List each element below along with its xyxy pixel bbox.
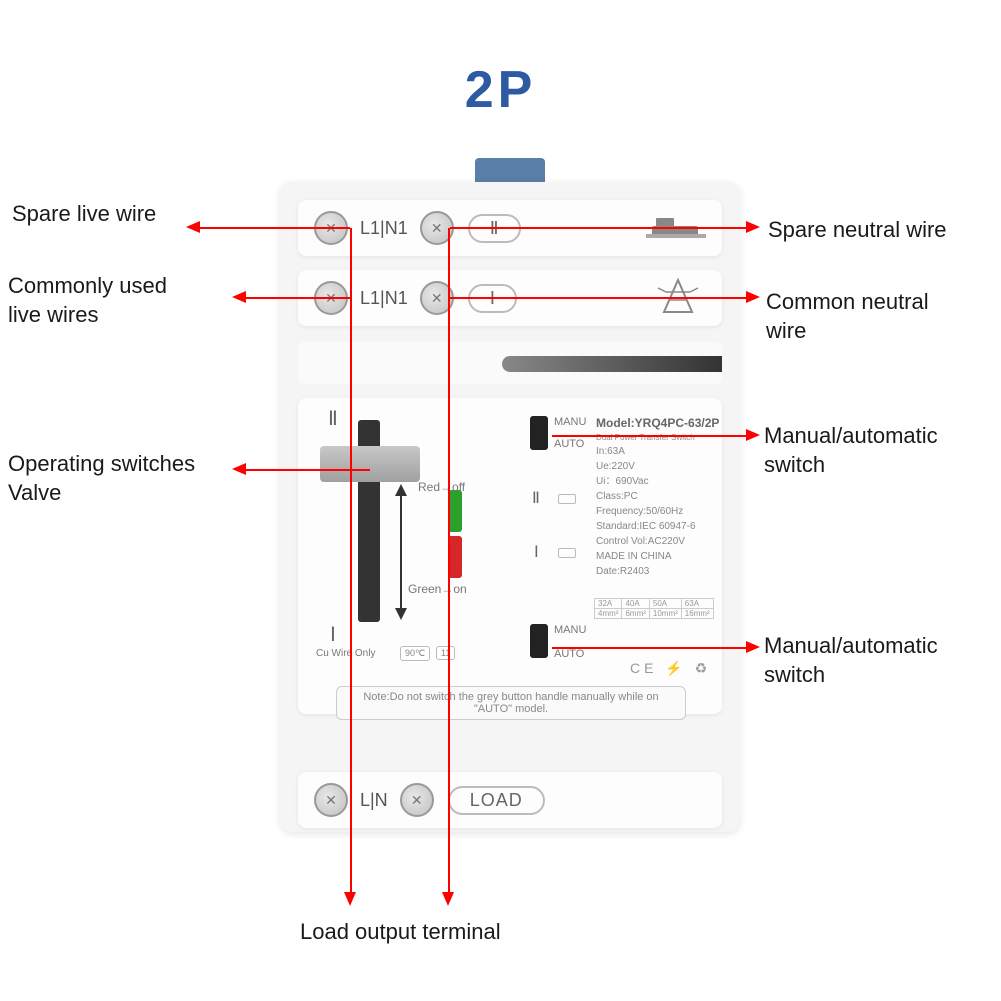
model-value: YRQ4PC-63/2P bbox=[635, 416, 720, 430]
spec-led bbox=[558, 494, 576, 504]
green-label: Green→on bbox=[408, 582, 467, 596]
guide-line bbox=[350, 228, 352, 806]
arrow-head-icon bbox=[746, 291, 760, 303]
arrow-head-icon bbox=[232, 463, 246, 475]
arrow bbox=[552, 435, 746, 437]
manu-label: MANU bbox=[554, 624, 586, 636]
spec-panel: Model:YRQ4PC-63/2P Dual Power Transfer S… bbox=[596, 414, 726, 579]
indicator-green bbox=[448, 490, 462, 532]
callout-manu-bot: Manual/automatic switch bbox=[764, 632, 938, 689]
spec-pos-2: Ⅱ bbox=[532, 488, 540, 508]
range-arrow-icon bbox=[400, 486, 402, 618]
spec-line: In:63A bbox=[596, 444, 726, 459]
arrow bbox=[246, 297, 350, 299]
spec-led bbox=[558, 548, 576, 558]
terminal-row-load: L|N LOAD bbox=[298, 772, 722, 828]
arrow bbox=[200, 227, 350, 229]
callout-operating: Operating switches Valve bbox=[8, 450, 195, 507]
arrow-head-icon bbox=[746, 221, 760, 233]
manu-auto-switch-top[interactable] bbox=[530, 416, 548, 450]
arrow-head-icon bbox=[746, 641, 760, 653]
auto-label: AUTO bbox=[554, 648, 584, 660]
arrow-head-icon bbox=[344, 892, 356, 906]
spec-line: Frequency:50/60Hz bbox=[596, 504, 726, 519]
arrow-head-icon bbox=[186, 221, 200, 233]
spec-line: Standard:IEC 60947-6 bbox=[596, 519, 726, 534]
load-pill: LOAD bbox=[448, 786, 545, 815]
auto-label: AUTO bbox=[554, 438, 584, 450]
terminal-label: L|N bbox=[360, 790, 388, 811]
arrow bbox=[450, 297, 746, 299]
position-label-2: Ⅱ bbox=[328, 406, 338, 431]
wire-spec-table: 32A40A50A63A 4mm²6mm²10mm²16mm² bbox=[594, 598, 714, 619]
guide-line bbox=[448, 228, 450, 806]
screw-icon bbox=[314, 783, 348, 817]
page-title: 2P bbox=[465, 60, 537, 120]
arrow bbox=[552, 647, 746, 649]
operating-switch[interactable] bbox=[320, 446, 420, 482]
arrow-head-icon bbox=[442, 892, 454, 906]
manu-label: MANU bbox=[554, 416, 586, 428]
spec-line: Class:PC bbox=[596, 489, 726, 504]
callout-common-neutral: Common neutral wire bbox=[766, 288, 929, 345]
callout-commonly-live: Commonly used live wires bbox=[8, 272, 167, 329]
divider-stripe bbox=[298, 342, 722, 384]
spec-line: Control Vol:AC220V bbox=[596, 534, 726, 549]
arrow bbox=[246, 469, 370, 471]
manu-auto-switch-bot[interactable] bbox=[530, 624, 548, 658]
arrow bbox=[350, 806, 352, 892]
ref-box: 11 bbox=[436, 646, 455, 660]
callout-spare-neutral: Spare neutral wire bbox=[768, 216, 947, 245]
spec-line: MADE IN CHINA bbox=[596, 549, 726, 564]
terminal-label: L1|N1 bbox=[360, 288, 408, 309]
callout-load: Load output terminal bbox=[300, 918, 501, 947]
callout-manu-top: Manual/automatic switch bbox=[764, 422, 938, 479]
stripe-accent bbox=[502, 356, 722, 372]
callout-spare-live: Spare live wire bbox=[12, 200, 156, 229]
cu-wire-label: Cu Wire Only bbox=[316, 648, 375, 659]
spec-line: Ui：690Vac bbox=[596, 474, 726, 489]
terminal-label: L1|N1 bbox=[360, 218, 408, 239]
arrow bbox=[450, 227, 746, 229]
arrow-head-icon bbox=[746, 429, 760, 441]
spec-line: Dual Power Transfer Switch bbox=[596, 432, 726, 444]
warning-note: Note:Do not switch the grey button handl… bbox=[336, 686, 686, 720]
position-label-1: Ⅰ bbox=[330, 622, 336, 647]
model-label: Model: bbox=[596, 416, 635, 430]
arrow-head-icon bbox=[232, 291, 246, 303]
spec-pos-1: Ⅰ bbox=[534, 542, 539, 562]
screw-icon bbox=[400, 783, 434, 817]
spec-line: Date:R2403 bbox=[596, 564, 726, 579]
indicator-red bbox=[448, 536, 462, 578]
red-label: Red→off bbox=[418, 480, 465, 494]
temp-box: 90℃ bbox=[400, 646, 430, 661]
certification-icons: CE ⚡ ♻ bbox=[630, 660, 711, 677]
arrow bbox=[448, 806, 450, 892]
spec-line: Ue:220V bbox=[596, 459, 726, 474]
